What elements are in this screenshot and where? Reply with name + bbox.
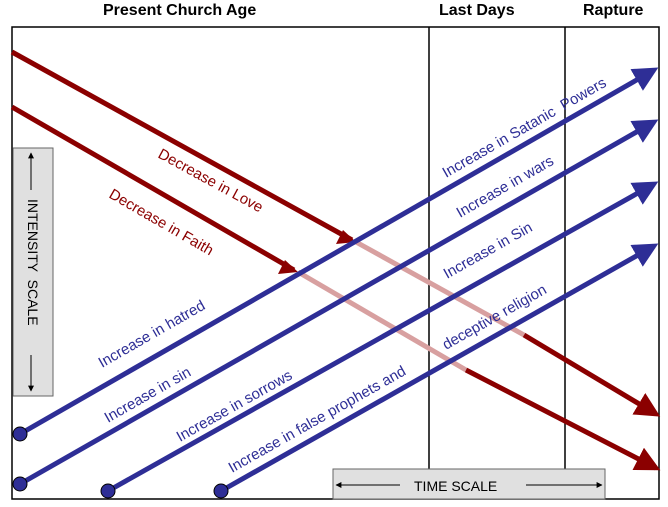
decrease-faith-line: [10, 104, 661, 471]
decrease-love-line: [10, 49, 661, 417]
time-scale: TIME SCALE: [332, 468, 606, 500]
start-dot: [100, 483, 116, 499]
increase-line-2: [12, 119, 659, 492]
time-scale-label: TIME SCALE: [414, 478, 497, 494]
increase-line-1: [12, 67, 659, 442]
last-days-header: Last Days: [439, 2, 515, 19]
start-dot: [12, 476, 28, 492]
intensity-scale: INTENSITY SCALE: [12, 147, 54, 397]
rapture-header: Rapture: [583, 2, 644, 19]
increase-line-4: [213, 243, 659, 499]
increase-sin-capital-label: Increase in Sin: [441, 219, 536, 283]
start-dot: [213, 483, 229, 499]
start-dot: [12, 426, 28, 442]
intensity-scale-label: INTENSITY SCALE: [25, 199, 41, 326]
present-church-age-header: Present Church Age: [103, 2, 257, 19]
increase-line-3: [100, 181, 659, 499]
increase-false-prophets-label: Increase in false prophets and: [226, 363, 409, 477]
decrease-faith-label: Decrease in Faith: [106, 186, 216, 260]
